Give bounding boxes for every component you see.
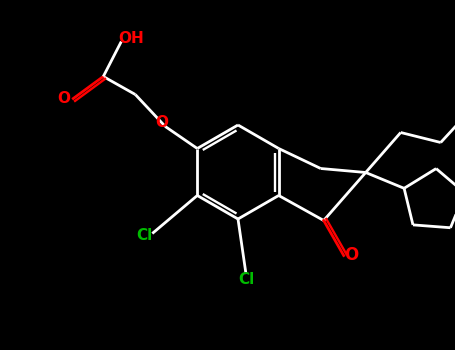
Text: O: O [155, 115, 168, 130]
Text: O: O [344, 246, 359, 265]
Text: O: O [57, 91, 70, 106]
Text: OH: OH [118, 31, 144, 46]
Text: Cl: Cl [238, 273, 254, 287]
Text: Cl: Cl [136, 228, 152, 243]
